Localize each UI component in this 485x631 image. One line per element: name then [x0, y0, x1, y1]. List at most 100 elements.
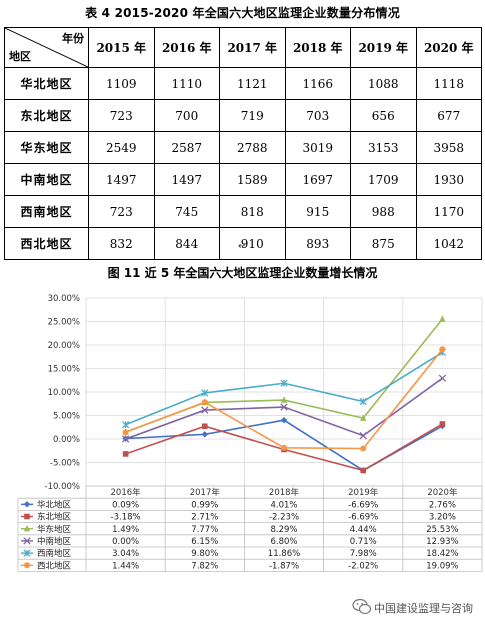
table-cell: 703 — [284, 99, 351, 132]
row-header: 中南地区 — [4, 163, 89, 196]
table-cell: 1042 — [415, 227, 482, 260]
table-row: 西北地区 832 844 910 893 875 1042 — [4, 227, 482, 260]
legend-key-marker — [24, 513, 30, 520]
table-cell: 1088 — [350, 67, 417, 100]
legend-series-name: 西南地区 — [37, 548, 72, 559]
y-tick-label: 25.00% — [48, 318, 80, 328]
data-table-value: -3.18% — [111, 513, 141, 523]
column-header: 2017 年 — [219, 27, 286, 68]
legend-series-name: 华北地区 — [37, 499, 72, 510]
row-header: 西北地区 — [4, 227, 89, 260]
table-cell: 3153 — [350, 131, 417, 164]
data-table-value: -6.69% — [348, 513, 378, 523]
data-table-value: 0.00% — [112, 537, 139, 547]
data-table-value: 2.76% — [429, 500, 456, 510]
y-tick-label: 0.00% — [53, 435, 80, 445]
data-point — [121, 435, 130, 443]
table-cell: 700 — [153, 99, 220, 132]
table-cell: 915 — [284, 195, 351, 228]
data-table-value: 1.49% — [112, 525, 139, 535]
legend-key-marker — [24, 562, 30, 569]
table-caption: 表 4 2015-2020 年全国六大地区监理企业数量分布情况 — [85, 6, 400, 20]
figure-caption: 图 11 近 5 年全国六大地区监理企业数量增长情况 — [107, 266, 378, 280]
row-header: 西南地区 — [4, 195, 89, 228]
data-point — [281, 444, 287, 451]
distribution-table: 年份 地区 2015 年 2016 年 2017 年 2018 年 2019 年… — [4, 27, 482, 260]
data-point — [439, 346, 446, 353]
data-point — [280, 403, 288, 411]
data-point — [201, 399, 208, 406]
table-cell: 3958 — [415, 131, 482, 164]
table-cell: 719 — [219, 99, 286, 132]
data-point — [280, 396, 288, 403]
table-cell: 1109 — [88, 67, 155, 100]
table-cell: 988 — [350, 195, 417, 228]
table-cell: 2587 — [153, 131, 220, 164]
diagonal-divider — [5, 28, 88, 67]
data-table-value: 9.80% — [191, 549, 218, 559]
growth-line-chart: -10.00% -5.00% 0.00% 5.00% 10.00% 15.00% 20.00… — [17, 294, 483, 572]
x-category-label: 2016年 — [111, 487, 142, 498]
row-header: 华北地区 — [4, 67, 89, 100]
table-cell: 1709 — [350, 163, 417, 196]
table-cell: 2549 — [88, 131, 155, 164]
y-tick-label: 10.00% — [48, 388, 80, 398]
data-table-value: 7.77% — [191, 525, 218, 535]
y-tick-label: 20.00% — [48, 341, 80, 351]
legend-key-marker — [23, 501, 31, 508]
data-table-value: 4.44% — [350, 525, 377, 535]
data-point — [439, 421, 446, 427]
wechat-icon — [352, 598, 372, 615]
column-header: 2018 年 — [284, 27, 351, 68]
legend-series-name: 东北地区 — [37, 512, 72, 523]
table-cell: 1110 — [153, 67, 220, 100]
legend-series-name: 西北地区 — [37, 560, 72, 571]
table-cell: 1121 — [219, 67, 286, 100]
data-point — [360, 467, 366, 474]
data-point — [202, 423, 208, 430]
table-row: 西南地区 723 745 818 915 988 1170 — [4, 195, 482, 228]
x-category-label: 2018年 — [269, 487, 300, 498]
table-cell: 1166 — [284, 67, 351, 100]
data-table-value: 18.42% — [426, 549, 458, 559]
data-point — [122, 451, 129, 457]
table-cell: 745 — [153, 195, 220, 228]
watermark-text: 中国建设监理与咨询 — [374, 602, 473, 615]
table-cell: 832 — [88, 227, 155, 260]
paragraph-return-mark: ↵ — [238, 241, 247, 252]
table-row: 华北地区 1109 1110 1121 1166 1088 1118 — [4, 67, 482, 100]
data-point — [439, 315, 446, 322]
row-header: 华东地区 — [4, 131, 89, 164]
table-row: 东北地区 723 700 719 703 656 677 — [4, 99, 482, 132]
corner-region-label: 地区 — [9, 50, 31, 63]
table-row: 中南地区 1497 1497 1589 1697 1709 1930 — [4, 163, 482, 196]
data-point — [201, 406, 209, 414]
table-cell: 1697 — [284, 163, 351, 196]
table-cell: 844 — [153, 227, 220, 260]
column-header: 2020 年 — [415, 27, 482, 68]
data-point — [359, 432, 367, 440]
y-tick-label: 30.00% — [48, 294, 80, 304]
table-cell: 656 — [350, 99, 417, 132]
data-point — [360, 445, 367, 452]
data-table-value: 19.09% — [426, 561, 458, 571]
legend-series-name: 中南地区 — [37, 536, 72, 547]
data-table-value: 11.86% — [268, 549, 300, 559]
data-table-value: 12.93% — [426, 537, 458, 547]
data-point — [438, 374, 447, 382]
x-category-label: 2017年 — [190, 487, 221, 498]
data-table-value: 4.01% — [270, 500, 297, 510]
table-cell: 3019 — [284, 131, 351, 164]
data-table-value: 1.44% — [112, 561, 139, 571]
table-cell: 875 — [350, 227, 417, 260]
data-table-value: -1.87% — [269, 561, 299, 571]
table-cell: 910 — [219, 227, 286, 260]
data-table-value: -2.02% — [348, 561, 378, 571]
watermark: 中国建设监理与咨询 — [352, 598, 482, 618]
data-table-value: -6.69% — [348, 500, 378, 510]
data-table-value: 3.04% — [112, 549, 139, 559]
data-table-value: 8.29% — [270, 525, 297, 535]
table-cell: 723 — [88, 99, 155, 132]
legend-series-name: 华东地区 — [37, 524, 72, 535]
data-table-value: -2.23% — [269, 513, 299, 523]
